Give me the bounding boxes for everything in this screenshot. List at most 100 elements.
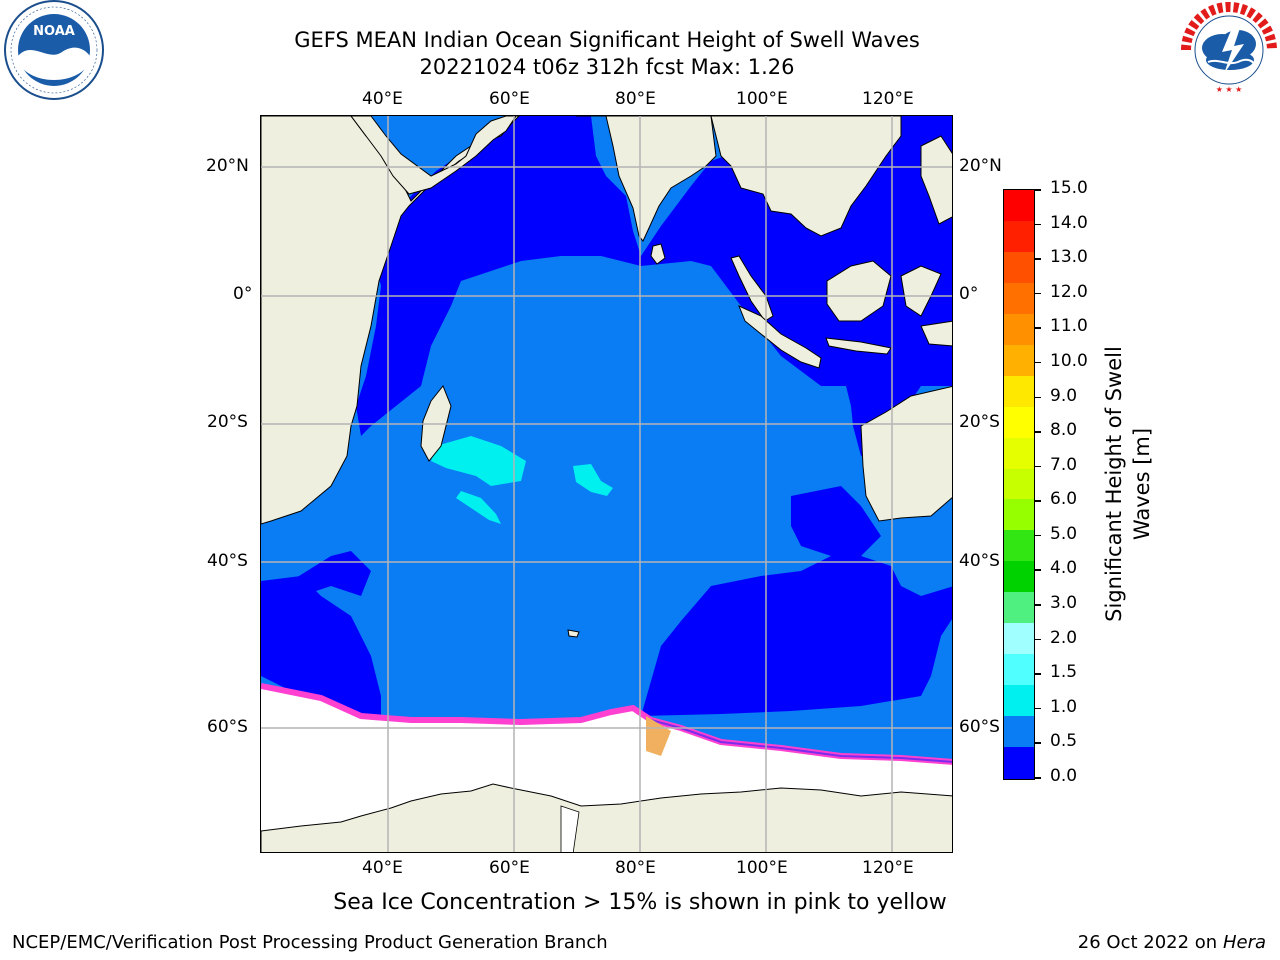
colorbar-swatch (1004, 654, 1034, 686)
ocean-swell-1.0-1.5-a (431, 436, 526, 486)
colorbar-tick-mark (1035, 500, 1041, 502)
colorbar (1003, 189, 1035, 780)
colorbar-tick-label: 12.0 (1050, 281, 1088, 302)
noaa-logo-text: NOAA (33, 24, 75, 39)
colorbar-swatch (1004, 220, 1034, 253)
colorbar-tick-label: 9.0 (1050, 385, 1078, 406)
colorbar-tick-label: 5.0 (1050, 523, 1078, 544)
colorbar-tick-mark (1035, 638, 1041, 641)
colorbar-tick-mark (1035, 258, 1041, 260)
colorbar-tick-label: 6.0 (1050, 489, 1078, 510)
map-panel[interactable] (260, 115, 953, 853)
land-java (825, 337, 892, 355)
colorbar-tick-mark (1035, 431, 1041, 433)
colorbar-tick-mark (1035, 396, 1041, 399)
bottom-lon-label-40e: 40°E (362, 858, 403, 878)
colorbar-swatch (1004, 344, 1034, 377)
colorbar-tick-label: 0.0 (1050, 766, 1078, 786)
sea-ice-yellow-patch (646, 716, 671, 756)
amery-ice-shelf (560, 805, 580, 852)
land-lesser-sunda (920, 320, 952, 347)
land-sri-lanka (650, 243, 666, 265)
top-lon-label-40e: 40°E (362, 89, 403, 109)
colorbar-tick-mark (1035, 604, 1041, 606)
colorbar-ticks: 15.0 14.0 13.0 12.0 11.0 10.0 9.0 8.0 7.0 6.0 5.0 4… (1035, 178, 1135, 786)
colorbar-tick-label: 10.0 (1050, 350, 1088, 371)
bottom-lon-label-120e: 120°E (862, 858, 914, 878)
colorbar-tick-label: 2.0 (1050, 627, 1078, 648)
colorbar-swatch (1004, 623, 1034, 655)
colorbar-tick-label: 8.0 (1050, 420, 1078, 441)
ocean-swell-0-0.5-west (261, 576, 381, 721)
colorbar-swatch (1004, 282, 1034, 315)
land-sumatra (738, 305, 822, 369)
colorbar-tick-label: 0.5 (1050, 731, 1078, 752)
colorbar-tick-label: 13.0 (1050, 247, 1088, 268)
colorbar-swatch (1004, 190, 1034, 222)
colorbar-label-line1: Significant Height of Swell (1102, 346, 1126, 622)
chart-title: GEFS MEAN Indian Ocean Significant Heigh… (294, 28, 920, 52)
ocean-swell-0-0.5-sw-australia (791, 486, 881, 556)
land-borneo (826, 260, 892, 322)
colorbar-tick-mark (1035, 327, 1041, 329)
colorbar-tick-mark (1035, 292, 1041, 295)
colorbar-swatch (1004, 251, 1034, 284)
footer-host: Hera (1222, 932, 1266, 953)
colorbar-swatch (1004, 406, 1034, 439)
land-antarctica (261, 783, 952, 852)
colorbar-swatch (1004, 375, 1034, 408)
colorbar-swatch (1004, 530, 1034, 562)
noaa-logo: NOAA (2, 0, 106, 100)
colorbar-tick-mark (1035, 534, 1041, 537)
colorbar-swatch (1004, 592, 1034, 624)
colorbar-tick-mark (1035, 742, 1041, 744)
colorbar-swatch (1004, 561, 1034, 593)
colorbar-tick-label: 1.5 (1050, 662, 1078, 683)
land-indochina (710, 116, 902, 237)
colorbar-tick-mark (1035, 465, 1041, 468)
colorbar-swatch (1004, 437, 1034, 470)
chart-subtitle: 20221024 t06z 312h fcst Max: 1.26 (419, 55, 795, 79)
ocean-swell-0-0.5-south (641, 556, 952, 716)
nws-logo: ★ ★ ★ (1178, 0, 1280, 100)
colorbar-tick-mark (1035, 361, 1041, 364)
colorbar-label: Significant Height of Swell Waves [m] (1102, 234, 1154, 734)
colorbar-tick-label: 14.0 (1050, 212, 1088, 233)
left-lat-label-40s: 40°S (207, 551, 248, 571)
svg-text:★ ★ ★: ★ ★ ★ (1216, 85, 1243, 94)
map-gridlines (261, 116, 952, 852)
colorbar-label-line2: Waves [m] (1130, 427, 1154, 541)
colorbar-swatch (1004, 716, 1034, 748)
land-india (576, 116, 717, 242)
colorbar-tick-label: 11.0 (1050, 316, 1088, 337)
colorbar-tick-mark (1035, 673, 1041, 675)
colorbar-tick-label: 15.0 (1050, 178, 1088, 198)
map-canvas (261, 116, 952, 852)
footer-right: 26 Oct 2022 on Hera (1078, 932, 1266, 953)
right-lat-label-0: 0° (959, 284, 979, 304)
colorbar-swatch (1004, 499, 1034, 532)
colorbar-tick-mark (1035, 707, 1041, 710)
colorbar-tick-label: 1.0 (1050, 696, 1078, 717)
land-philippines (920, 135, 952, 225)
left-lat-label-0: 0° (233, 284, 253, 304)
left-lat-label-20s: 20°S (207, 412, 248, 432)
right-lat-label-20s: 20°S (959, 412, 1000, 432)
ocean-swell-1.0-1.5-c (573, 464, 613, 496)
land-malay-peninsula (730, 255, 774, 322)
colorbar-tick-mark (1035, 189, 1041, 191)
footer-date: 26 Oct 2022 on (1077, 932, 1223, 953)
colorbar-tick-label: 4.0 (1050, 558, 1078, 579)
land-arabia (350, 116, 517, 195)
colorbar-tick-mark (1035, 569, 1041, 571)
footer-left: NCEP/EMC/Verification Post Processing Pr… (12, 932, 608, 953)
land-kerguelen (567, 629, 580, 638)
colorbar-tick-label: 3.0 (1050, 593, 1078, 614)
bottom-lon-label-80e: 80°E (615, 858, 656, 878)
colorbar-swatch (1004, 685, 1034, 717)
top-lon-label-120e: 120°E (862, 89, 914, 109)
colorbar-swatch (1004, 468, 1034, 501)
colorbar-tick-mark (1035, 777, 1041, 779)
colorbar-swatch (1004, 747, 1034, 779)
right-lat-label-20n: 20°N (959, 156, 1002, 176)
